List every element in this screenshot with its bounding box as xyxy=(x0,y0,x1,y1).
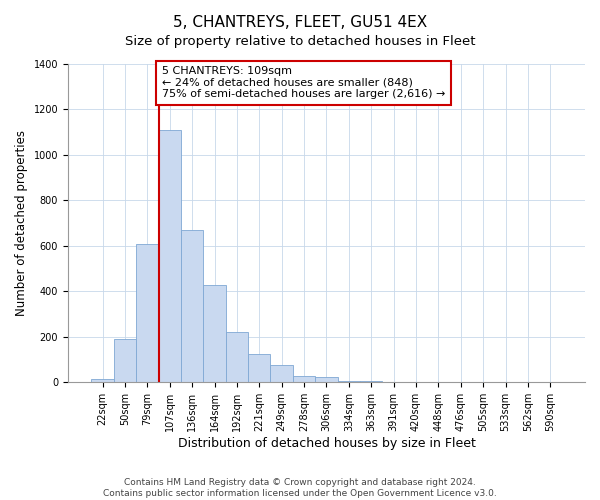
X-axis label: Distribution of detached houses by size in Fleet: Distribution of detached houses by size … xyxy=(178,437,475,450)
Bar xyxy=(136,244,158,382)
Bar xyxy=(271,366,293,382)
Text: 5 CHANTREYS: 109sqm
← 24% of detached houses are smaller (848)
75% of semi-detac: 5 CHANTREYS: 109sqm ← 24% of detached ho… xyxy=(162,66,445,100)
Bar xyxy=(293,376,315,382)
Bar xyxy=(248,354,271,382)
Bar xyxy=(226,332,248,382)
Text: Size of property relative to detached houses in Fleet: Size of property relative to detached ho… xyxy=(125,35,475,48)
Bar xyxy=(315,376,338,382)
Bar xyxy=(114,339,136,382)
Bar xyxy=(158,130,181,382)
Text: 5, CHANTREYS, FLEET, GU51 4EX: 5, CHANTREYS, FLEET, GU51 4EX xyxy=(173,15,427,30)
Bar xyxy=(203,284,226,382)
Bar xyxy=(338,381,360,382)
Bar xyxy=(91,379,114,382)
Y-axis label: Number of detached properties: Number of detached properties xyxy=(15,130,28,316)
Text: Contains HM Land Registry data © Crown copyright and database right 2024.
Contai: Contains HM Land Registry data © Crown c… xyxy=(103,478,497,498)
Bar xyxy=(360,381,382,382)
Bar xyxy=(181,230,203,382)
